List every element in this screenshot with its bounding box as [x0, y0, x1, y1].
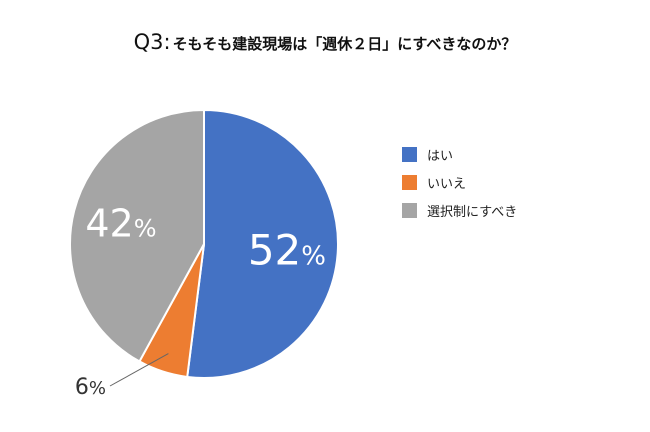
leader-line-no — [109, 353, 169, 387]
legend-label-no: いいえ — [427, 177, 467, 192]
chart-legend: はいいいえ選択制にすべき — [402, 147, 517, 231]
legend-swatch-no — [402, 175, 417, 190]
legend-item-yes: はい — [402, 147, 517, 164]
legend-item-no: いいえ — [402, 175, 517, 192]
legend-swatch-optional — [402, 203, 417, 218]
data-label-optional: 42% — [85, 201, 156, 245]
chart-title: Q3: そもそも建設現場は「週休２日」にすべきなのか？ — [0, 30, 650, 54]
chart-title-prefix: Q3: — [133, 30, 171, 54]
legend-item-optional: 選択制にすべき — [402, 203, 518, 220]
pie-slice-yes — [186, 108, 339, 379]
legend-label-yes: はい — [427, 149, 454, 164]
pie-slice-optional — [69, 108, 205, 363]
data-label-no: 6% — [75, 375, 106, 400]
legend-swatch-yes — [402, 147, 417, 162]
legend-label-optional: 選択制にすべき — [427, 205, 518, 220]
data-label-yes: 52% — [248, 225, 326, 274]
chart-title-text: そもそも建設現場は「週休２日」にすべきなのか？ — [172, 35, 517, 53]
